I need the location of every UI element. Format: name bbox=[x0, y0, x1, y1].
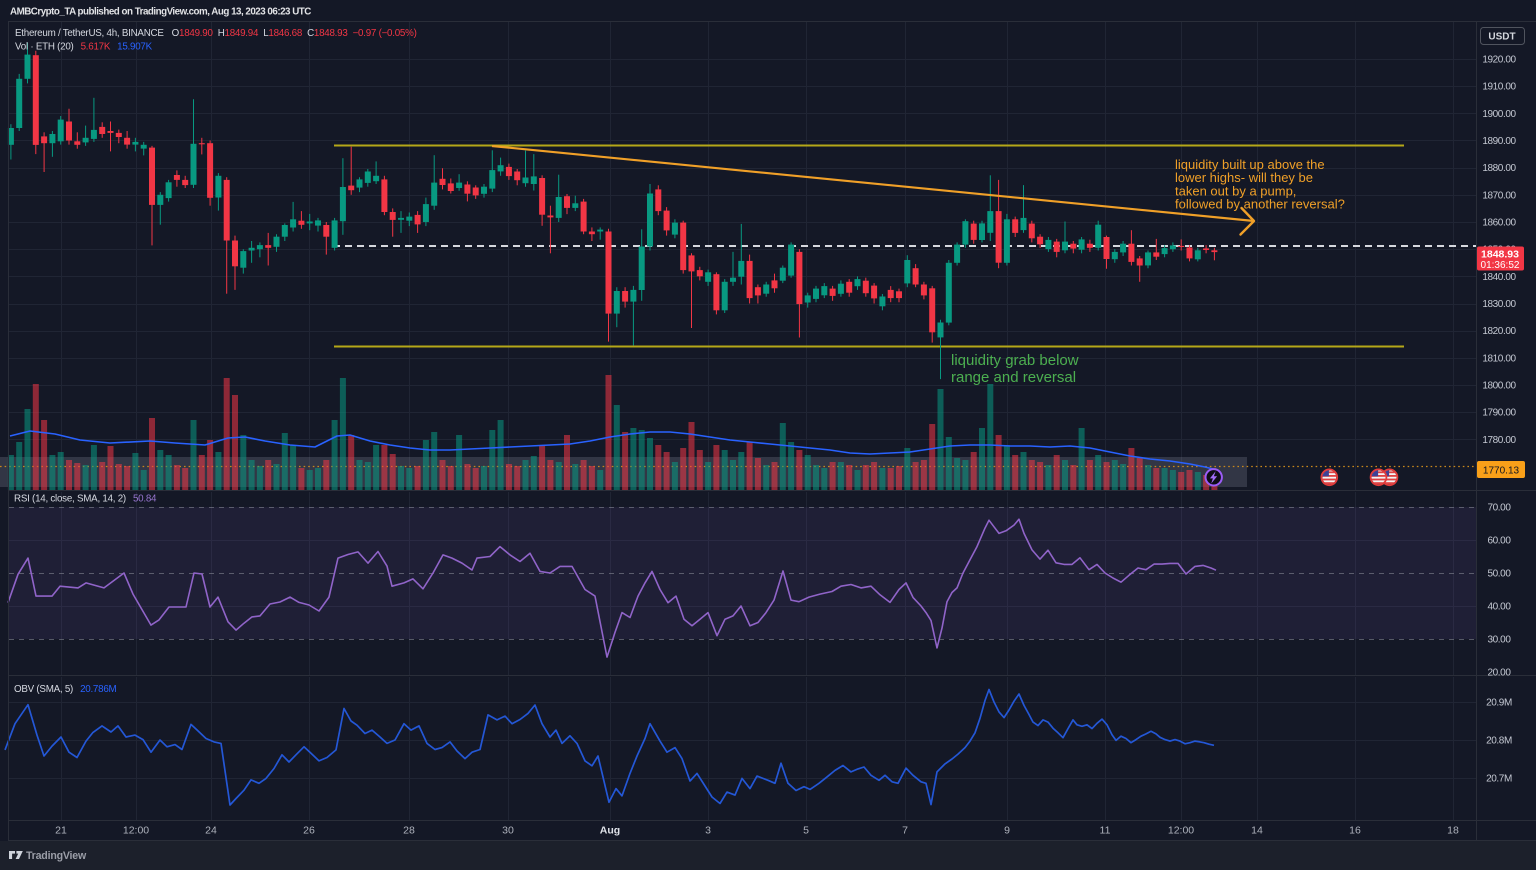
svg-text:20.00: 20.00 bbox=[1487, 668, 1511, 679]
svg-text:1840.00: 1840.00 bbox=[1482, 272, 1516, 283]
svg-text:7: 7 bbox=[902, 825, 908, 837]
svg-text:1900.00: 1900.00 bbox=[1482, 109, 1516, 120]
svg-text:18: 18 bbox=[1447, 825, 1459, 837]
svg-text:AMBCrypto_TA published on Trad: AMBCrypto_TA published on TradingView.co… bbox=[10, 7, 311, 18]
svg-text:USDT: USDT bbox=[1488, 32, 1515, 43]
svg-text:followed by another reversal?: followed by another reversal? bbox=[1175, 197, 1345, 212]
svg-text:60.00: 60.00 bbox=[1487, 536, 1511, 547]
svg-text:1910.00: 1910.00 bbox=[1482, 82, 1516, 93]
svg-text:21: 21 bbox=[55, 825, 67, 837]
svg-text:12:00: 12:00 bbox=[1168, 825, 1194, 837]
svg-text:1880.00: 1880.00 bbox=[1482, 163, 1516, 174]
svg-text:1848.93: 1848.93 bbox=[1481, 249, 1519, 261]
svg-text:20.7M: 20.7M bbox=[1486, 774, 1512, 785]
svg-text:liquidity built up above the: liquidity built up above the bbox=[1175, 157, 1325, 172]
svg-text:1820.00: 1820.00 bbox=[1482, 326, 1516, 337]
svg-text:20.8M: 20.8M bbox=[1486, 736, 1512, 747]
svg-text:1770.13: 1770.13 bbox=[1483, 466, 1520, 477]
svg-text:50.00: 50.00 bbox=[1487, 569, 1511, 580]
svg-text:26: 26 bbox=[303, 825, 315, 837]
svg-text:1800.00: 1800.00 bbox=[1482, 381, 1516, 392]
svg-text:liquidity grab below: liquidity grab below bbox=[951, 352, 1079, 369]
svg-text:1810.00: 1810.00 bbox=[1482, 353, 1516, 364]
svg-text:11: 11 bbox=[1100, 825, 1111, 837]
svg-text:TradingView: TradingView bbox=[26, 850, 87, 862]
svg-text:1860.00: 1860.00 bbox=[1482, 218, 1516, 229]
svg-text:1780.00: 1780.00 bbox=[1482, 435, 1516, 446]
svg-text:5: 5 bbox=[803, 825, 809, 837]
svg-text:Aug: Aug bbox=[600, 825, 620, 837]
svg-text:9: 9 bbox=[1004, 825, 1010, 837]
svg-text:range and reversal: range and reversal bbox=[951, 369, 1076, 386]
svg-text:1870.00: 1870.00 bbox=[1482, 190, 1516, 201]
svg-text:14: 14 bbox=[1251, 825, 1263, 837]
svg-text:1890.00: 1890.00 bbox=[1482, 136, 1516, 147]
svg-text:1790.00: 1790.00 bbox=[1482, 408, 1516, 419]
svg-text:24: 24 bbox=[205, 825, 217, 837]
svg-text:taken out by a pump,: taken out by a pump, bbox=[1175, 183, 1296, 198]
svg-text:28: 28 bbox=[403, 825, 415, 837]
svg-text:RSI (14, close, SMA, 14, 2)50.: RSI (14, close, SMA, 14, 2) 50.84 bbox=[14, 494, 157, 505]
svg-text:70.00: 70.00 bbox=[1487, 503, 1511, 514]
svg-text:lower highs- will they be: lower highs- will they be bbox=[1175, 170, 1313, 185]
svg-text:12:00: 12:00 bbox=[123, 825, 149, 837]
svg-text:1920.00: 1920.00 bbox=[1482, 54, 1516, 65]
svg-text:30.00: 30.00 bbox=[1487, 635, 1511, 646]
svg-text:40.00: 40.00 bbox=[1487, 602, 1511, 613]
svg-text:20.9M: 20.9M bbox=[1486, 698, 1512, 709]
svg-text:16: 16 bbox=[1349, 825, 1361, 837]
svg-text:30: 30 bbox=[502, 825, 514, 837]
svg-text:01:36:52: 01:36:52 bbox=[1481, 260, 1520, 271]
svg-text:OBV (SMA, 5)20.786M: OBV (SMA, 5) 20.786M bbox=[14, 684, 117, 695]
svg-text:3: 3 bbox=[705, 825, 711, 837]
svg-text:1830.00: 1830.00 bbox=[1482, 299, 1516, 310]
